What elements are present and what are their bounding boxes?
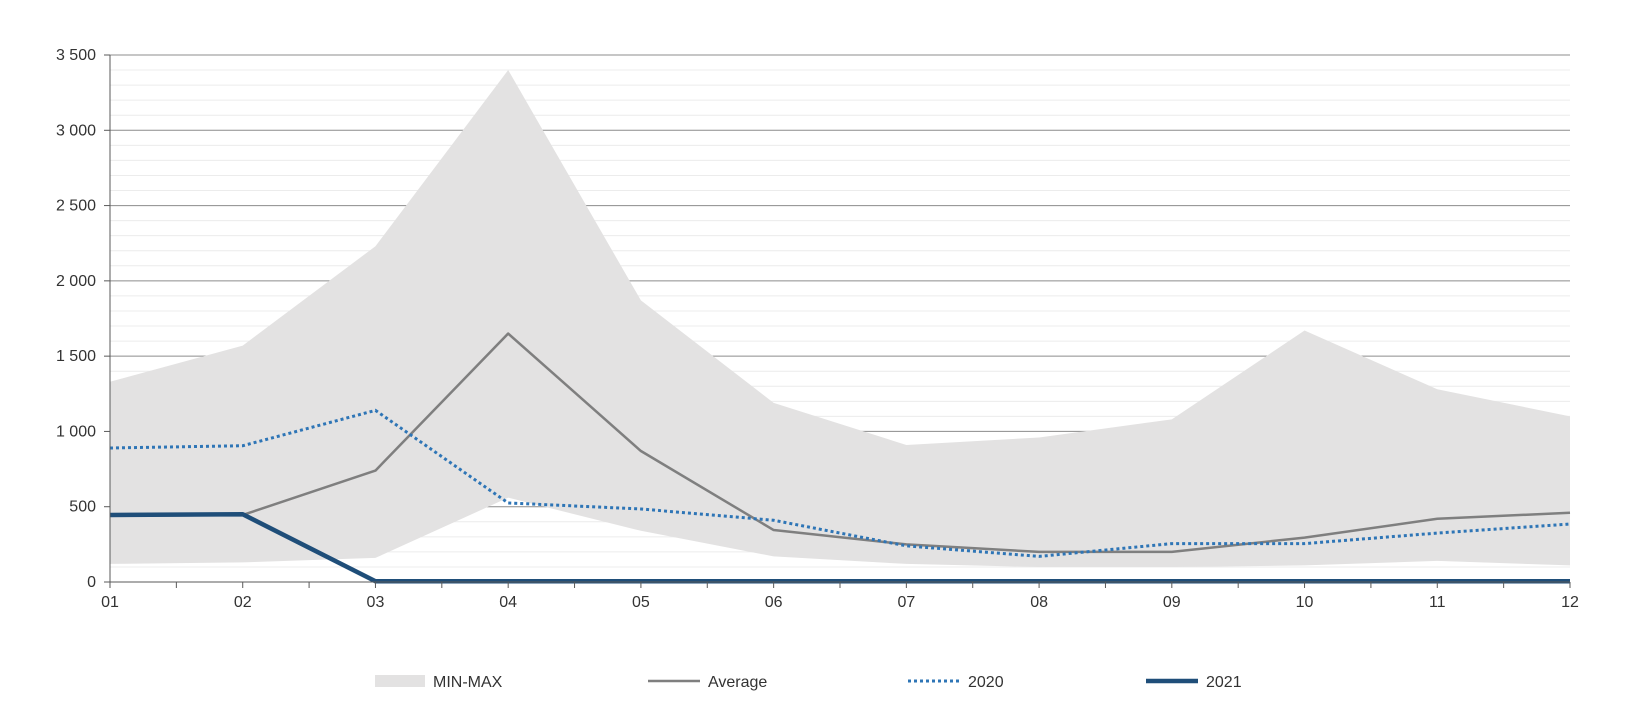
y-tick-label: 1 500 <box>56 348 96 365</box>
y-tick-label: 2 500 <box>56 198 96 215</box>
x-tick-label: 07 <box>897 594 915 611</box>
y-axis-ticks: 0 500 1 000 1 500 2 000 2 500 3 000 3 500 <box>56 47 110 591</box>
x-tick-label: 09 <box>1163 594 1181 611</box>
x-tick-label: 08 <box>1030 594 1048 611</box>
series-line-average <box>109 332 1571 554</box>
series-line-2021 <box>109 511 1570 584</box>
min-max-band <box>110 70 1570 567</box>
y-tick-label: 0 <box>87 574 96 591</box>
legend-label-2021: 2021 <box>1206 674 1242 691</box>
series-lines <box>109 332 1571 584</box>
y-tick-label: 2 000 <box>56 273 96 290</box>
x-tick-label: 04 <box>499 594 517 611</box>
x-tick-label: 11 <box>1429 594 1446 611</box>
x-tick-label: 01 <box>101 594 119 611</box>
legend-swatch-min-max <box>375 675 425 687</box>
x-tick-label: 03 <box>367 594 385 611</box>
y-tick-label: 3 500 <box>56 47 96 64</box>
x-axis-ticks: 01 02 03 04 05 06 07 08 09 10 11 12 <box>101 582 1579 611</box>
x-tick-label: 02 <box>234 594 252 611</box>
y-tick-label: 3 000 <box>56 122 96 139</box>
x-tick-label: 05 <box>632 594 650 611</box>
x-tick-label: 12 <box>1561 594 1579 611</box>
legend-label-average: Average <box>708 674 767 691</box>
x-tick-label: 06 <box>765 594 783 611</box>
legend: MIN-MAX Average 2020 2021 <box>375 674 1242 691</box>
series-line-2020 <box>109 408 1571 558</box>
legend-label-min-max: MIN-MAX <box>433 674 503 691</box>
min-max-area <box>110 70 1570 567</box>
legend-label-2020: 2020 <box>968 674 1004 691</box>
y-tick-label: 1 000 <box>56 423 96 440</box>
y-tick-label: 500 <box>69 499 96 516</box>
x-tick-label: 10 <box>1296 594 1314 611</box>
